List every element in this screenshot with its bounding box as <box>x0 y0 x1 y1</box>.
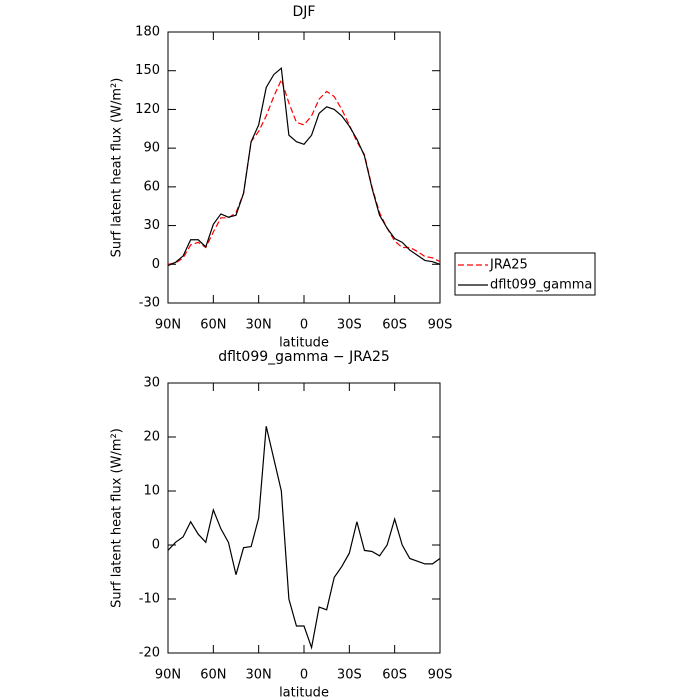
x-tick-label: 0 <box>300 668 308 683</box>
y-tick-label: 0 <box>152 538 160 553</box>
legend-label: dflt099_gamma <box>490 278 592 293</box>
legend-label: JRA25 <box>489 258 528 273</box>
x-tick-label: 90N <box>155 668 181 683</box>
x-axis-label: latitude <box>279 686 329 700</box>
x-axis-label: latitude <box>279 336 329 351</box>
y-tick-label: 10 <box>143 484 160 499</box>
x-tick-label: 30S <box>337 318 362 333</box>
x-tick-label: 30N <box>246 318 272 333</box>
x-tick-label: 60S <box>382 668 407 683</box>
x-tick-label: 90S <box>428 668 453 683</box>
y-tick-label: 30 <box>143 218 160 233</box>
data-line <box>167 426 441 650</box>
x-tick-label: 60N <box>200 668 226 683</box>
x-tick-label: 60N <box>200 318 226 333</box>
y-tick-label: 150 <box>135 63 160 78</box>
chart-title: DJF <box>293 4 316 20</box>
data-line <box>167 66 441 267</box>
y-tick-label: 20 <box>143 430 160 445</box>
y-axis-label: Surf latent heat flux (W/m²) <box>110 78 125 258</box>
x-tick-label: 30N <box>246 668 272 683</box>
y-tick-label: 60 <box>143 179 160 194</box>
y-tick-label: -10 <box>139 592 160 607</box>
y-axis-label: Surf latent heat flux (W/m²) <box>110 428 125 608</box>
y-tick-label: -30 <box>139 296 160 311</box>
y-tick-label: 30 <box>143 376 160 391</box>
y-tick-label: -20 <box>139 646 160 661</box>
chart-title: dflt099_gamma − JRA25 <box>218 349 390 365</box>
x-tick-label: 90S <box>428 318 453 333</box>
data-line <box>167 78 441 265</box>
y-tick-label: 90 <box>143 141 160 156</box>
y-tick-label: 0 <box>152 257 160 272</box>
y-tick-label: 120 <box>135 102 160 117</box>
plot-frame <box>167 31 441 304</box>
x-tick-label: 0 <box>300 318 308 333</box>
x-tick-label: 90N <box>155 318 181 333</box>
y-tick-label: 180 <box>135 25 160 40</box>
plot-frame <box>167 382 441 654</box>
x-tick-label: 60S <box>382 318 407 333</box>
x-tick-label: 30S <box>337 668 362 683</box>
legend-box <box>454 252 596 296</box>
